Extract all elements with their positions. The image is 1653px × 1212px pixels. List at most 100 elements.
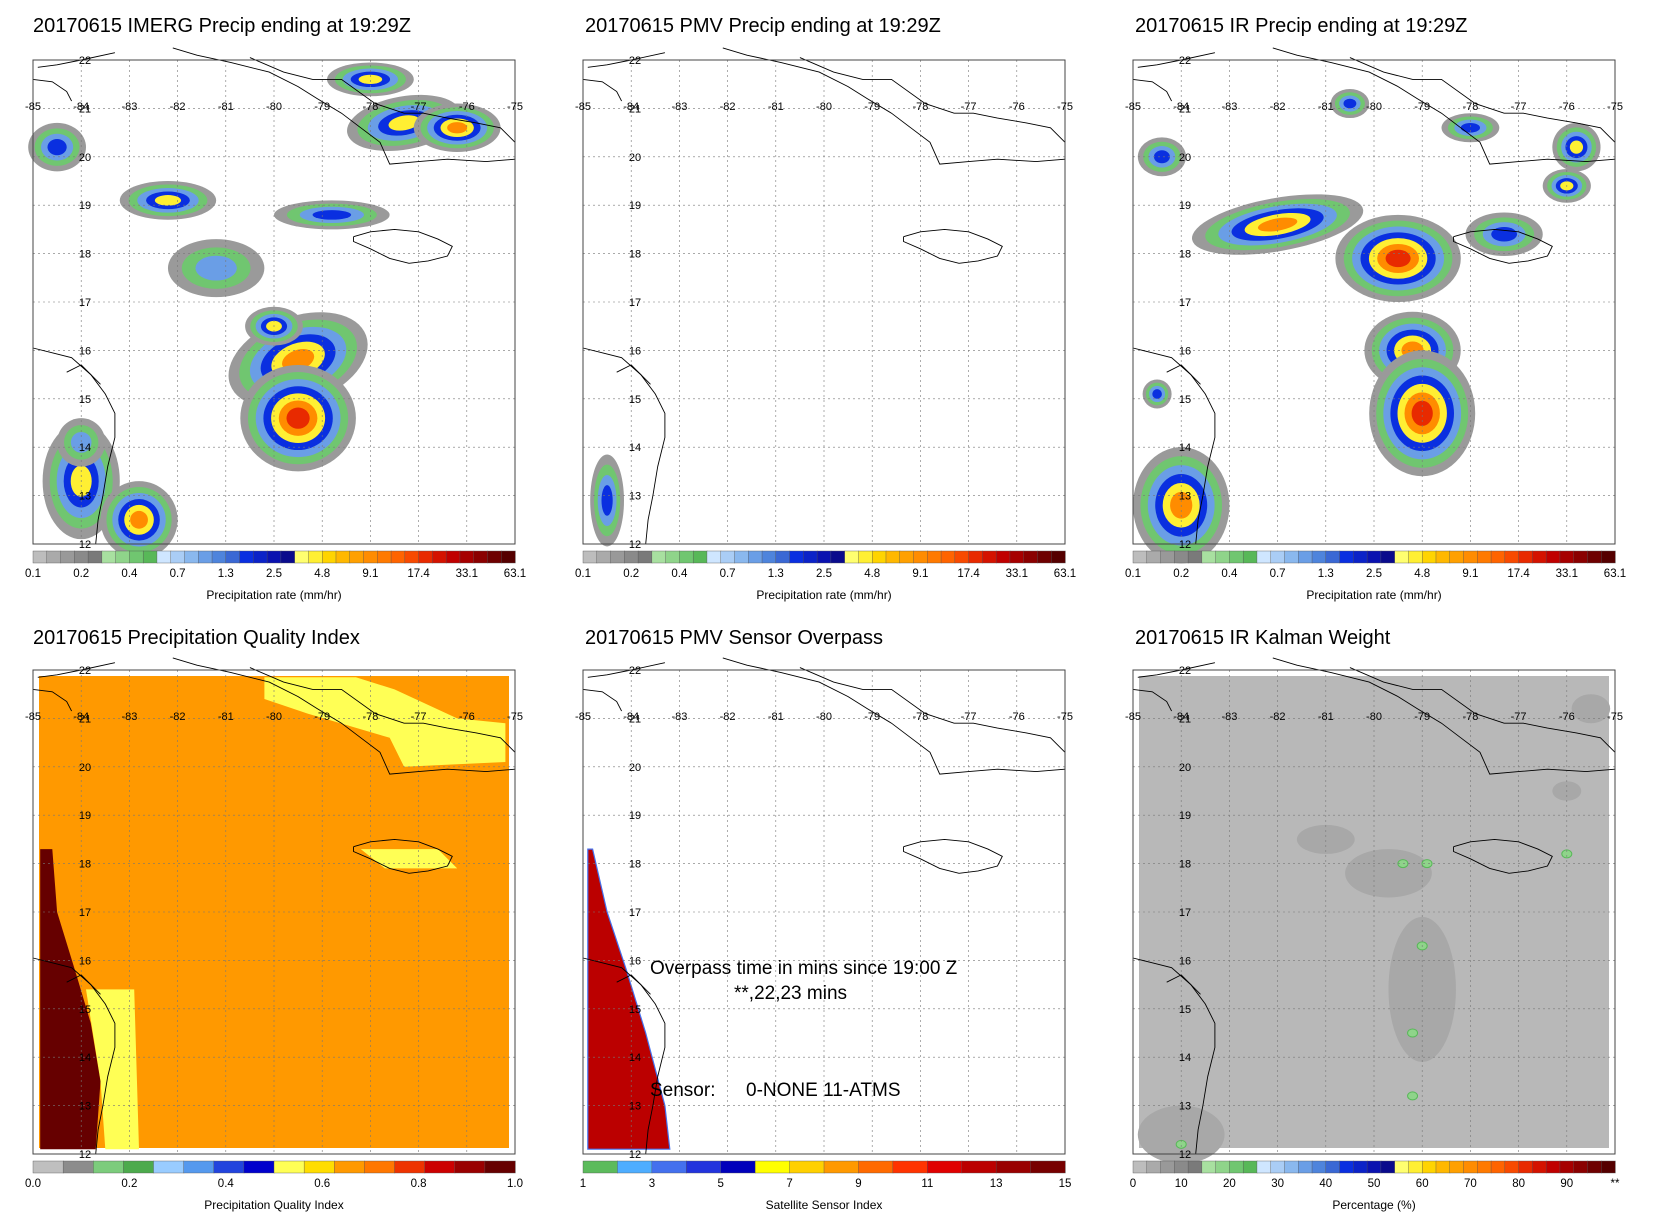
- lat-label: 19: [79, 200, 91, 212]
- colorbar-tick: 4.8: [314, 568, 330, 580]
- precip-cell: [1369, 350, 1476, 477]
- precip-cell: [240, 364, 356, 472]
- lat-label: 20: [79, 152, 91, 164]
- panel-title: 20170615 Precipitation Quality Index: [33, 627, 360, 649]
- colorbar-tick: 63.1: [1054, 568, 1076, 580]
- colorbar-tick: 0.2: [73, 568, 89, 580]
- lon-label: -78: [1462, 711, 1478, 723]
- colorbar-swatch: [1353, 1160, 1368, 1174]
- lat-lon-grid: [33, 60, 515, 544]
- lat-label: 17: [1179, 297, 1191, 309]
- lat-label: 20: [629, 152, 641, 164]
- colorbar-tick: 90: [1560, 1178, 1573, 1190]
- lon-label: -83: [121, 101, 137, 113]
- colorbar-tick: 63.1: [504, 568, 526, 580]
- panel-title: 20170615 IR Kalman Weight: [1135, 627, 1391, 649]
- lat-lon-grid: [583, 60, 1065, 544]
- lon-label: -79: [864, 101, 880, 113]
- lat-label: 17: [1179, 907, 1191, 919]
- colorbar-tick: 33.1: [456, 568, 478, 580]
- overpass-swath: [587, 848, 671, 1150]
- lon-label: -83: [1221, 711, 1237, 723]
- lon-label: -85: [1125, 711, 1141, 723]
- colorbar-tick: 30: [1271, 1178, 1284, 1190]
- colorbar-tick: 17.4: [407, 568, 430, 580]
- lat-label: 13: [79, 491, 91, 503]
- colorbar-swatch: [1284, 1160, 1299, 1174]
- lat-label: 16: [1179, 345, 1191, 357]
- map-frame: [1132, 669, 1616, 1155]
- colorbar-swatch: [1559, 1160, 1575, 1174]
- kalman-patch: [1407, 1091, 1419, 1101]
- lat-label: 13: [629, 491, 641, 503]
- lat-label: 19: [629, 200, 641, 212]
- quality-high-region: [86, 989, 139, 1150]
- panel-title: 20170615 PMV Precip ending at 19:29Z: [585, 15, 941, 37]
- kalman-patch: [1421, 859, 1433, 869]
- colorbar-tick: 5: [717, 1178, 723, 1190]
- colorbar-swatch: [1573, 1160, 1589, 1174]
- lon-label: -77: [1511, 101, 1527, 113]
- lat-lon-grid: [33, 670, 515, 1154]
- lat-label: 14: [1179, 442, 1191, 454]
- lon-label: -81: [218, 101, 234, 113]
- lon-label: -79: [314, 711, 330, 723]
- colorbar-tick: 9.1: [912, 568, 928, 580]
- colorbar-tick: 0.7: [170, 568, 186, 580]
- lon-label: -82: [720, 711, 736, 723]
- lon-label: -85: [575, 711, 591, 723]
- colorbar-label: Precipitation rate (mm/hr): [756, 588, 891, 602]
- lat-label: 18: [1179, 249, 1191, 261]
- colorbar-tick: 0.1: [25, 568, 41, 580]
- lat-label: 13: [1179, 1101, 1191, 1113]
- lat-label: 12: [629, 539, 641, 551]
- colorbar-tick: 80: [1512, 1178, 1525, 1190]
- colorbar-label: Percentage (%): [1332, 1198, 1415, 1212]
- colorbar-tick: 50: [1368, 1178, 1381, 1190]
- lat-label: 20: [1179, 762, 1191, 774]
- lat-label: 14: [629, 1052, 641, 1064]
- lon-label: -84: [73, 101, 89, 113]
- lon-label: -75: [1607, 711, 1623, 723]
- lat-label: 19: [1179, 200, 1191, 212]
- colorbar-label: Precipitation Quality Index: [204, 1198, 343, 1212]
- lon-label: -81: [1318, 711, 1334, 723]
- kalman-patch: [1407, 1028, 1419, 1038]
- colorbar-swatch: [1449, 1160, 1465, 1174]
- lat-label: 12: [629, 1149, 641, 1161]
- colorbar-swatch: [1435, 1160, 1451, 1174]
- sensor-label: Sensor:: [650, 1080, 716, 1101]
- colorbar-tick: 0.4: [121, 568, 138, 580]
- lon-label: -82: [170, 711, 186, 723]
- precip-cell: [1191, 194, 1364, 255]
- precip-cell: [1335, 214, 1461, 303]
- colorbar-swatch: [1242, 1160, 1258, 1174]
- lon-label: -75: [1607, 101, 1623, 113]
- lon-label: -81: [1318, 101, 1334, 113]
- colorbar-swatch: [1518, 1160, 1533, 1174]
- lon-label: -80: [816, 711, 832, 723]
- lon-label: -85: [575, 101, 591, 113]
- colorbar-tick: 0.1: [1125, 568, 1141, 580]
- lat-label: 15: [629, 1004, 641, 1016]
- colorbar-label: Satellite Sensor Index: [766, 1198, 883, 1212]
- colorbar-tick: 0.4: [1221, 568, 1238, 580]
- colorbar-tick: 17.4: [1507, 568, 1530, 580]
- colorbar-tick: 1.0: [507, 1178, 523, 1190]
- colorbar-tick: 40: [1319, 1178, 1332, 1190]
- lon-label: -76: [1559, 101, 1575, 113]
- lon-label: -82: [1270, 711, 1286, 723]
- coastline: [582, 47, 1066, 545]
- colorbar: [32, 1160, 516, 1174]
- lat-label: 15: [79, 1004, 91, 1016]
- kalman-patch: [1561, 849, 1573, 859]
- colorbar-tick: 20: [1223, 1178, 1236, 1190]
- colorbar-tick: 2.5: [816, 568, 832, 580]
- lon-label: -78: [362, 101, 378, 113]
- map-frame: [582, 59, 1066, 545]
- colorbar-tick: 60: [1416, 1178, 1429, 1190]
- colorbar-swatch: [1421, 1160, 1437, 1174]
- colorbar-tick: 2.5: [266, 568, 282, 580]
